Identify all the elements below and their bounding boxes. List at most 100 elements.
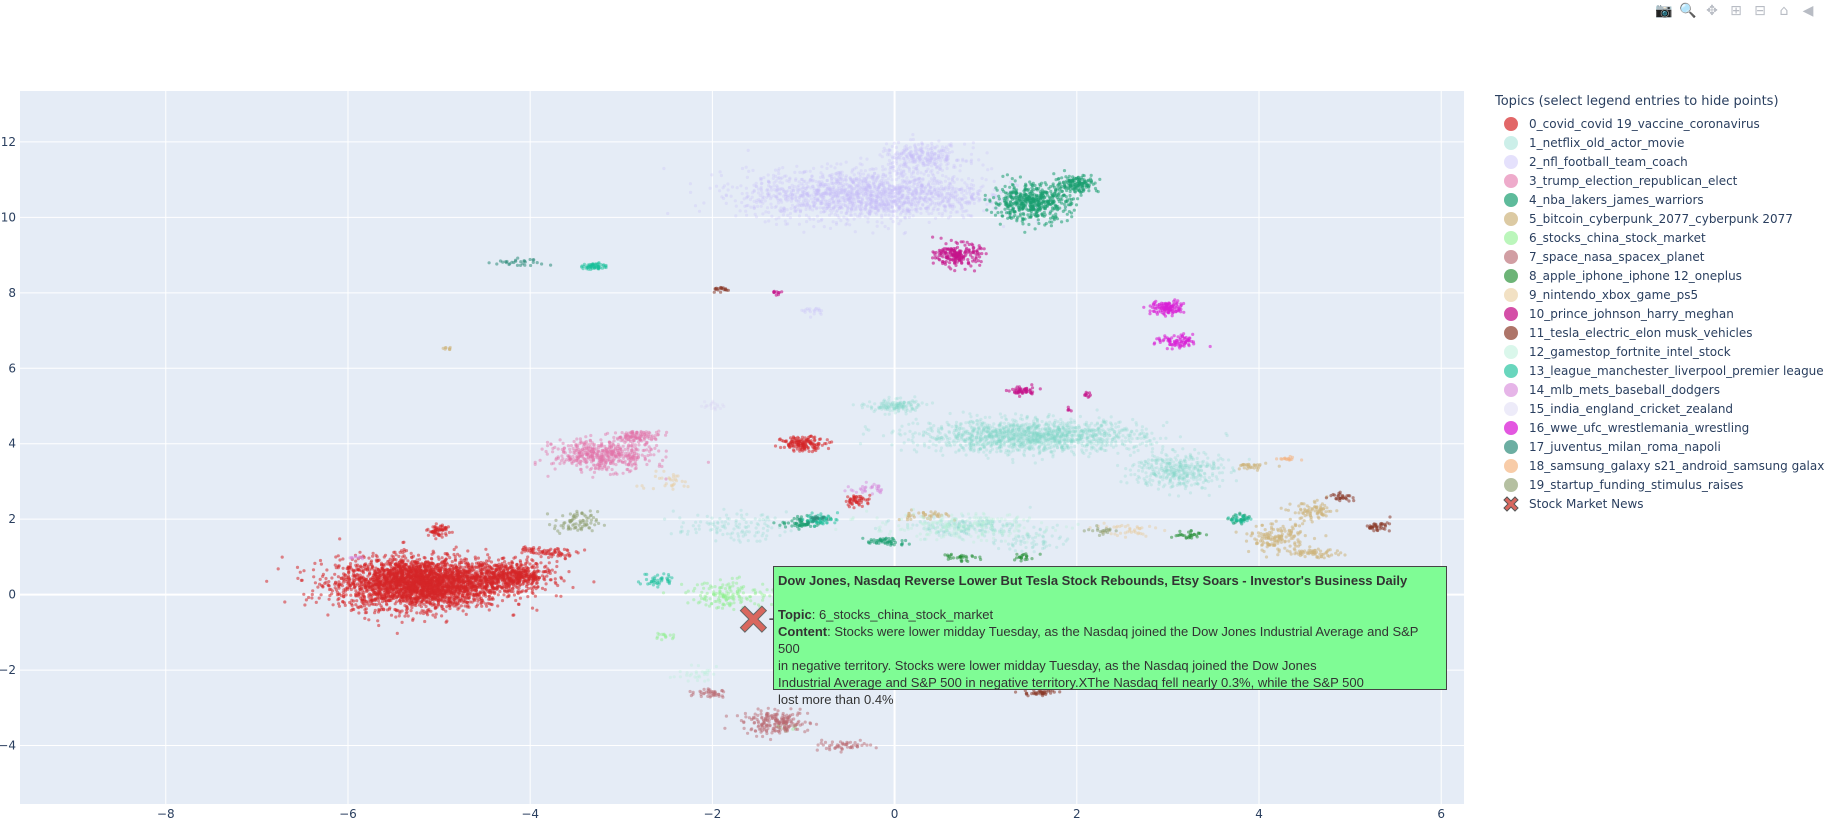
point[interactable] <box>435 605 439 609</box>
point[interactable] <box>466 549 470 553</box>
point[interactable] <box>398 609 402 613</box>
point[interactable] <box>370 598 374 602</box>
point[interactable] <box>497 584 502 588</box>
point[interactable] <box>325 568 329 572</box>
point[interactable] <box>495 573 499 577</box>
point[interactable] <box>512 571 517 575</box>
point[interactable] <box>496 558 501 562</box>
point[interactable] <box>440 592 445 597</box>
point[interactable] <box>583 548 587 552</box>
point[interactable] <box>360 595 364 599</box>
point[interactable] <box>420 572 424 577</box>
point[interactable] <box>563 554 567 558</box>
point[interactable] <box>357 593 361 597</box>
point[interactable] <box>455 595 459 599</box>
point[interactable] <box>371 554 375 558</box>
point[interactable] <box>406 607 410 611</box>
point[interactable] <box>428 580 432 584</box>
point[interactable] <box>351 577 355 582</box>
point[interactable] <box>492 590 496 594</box>
point[interactable] <box>444 557 448 562</box>
point[interactable] <box>391 555 395 559</box>
point[interactable] <box>459 604 463 608</box>
point[interactable] <box>377 608 382 612</box>
point[interactable] <box>559 575 563 580</box>
point[interactable] <box>533 594 538 598</box>
point[interactable] <box>855 495 859 499</box>
point[interactable] <box>1140 428 1144 432</box>
point[interactable] <box>554 582 558 586</box>
point[interactable] <box>571 585 575 590</box>
point[interactable] <box>1048 420 1052 424</box>
point[interactable] <box>358 588 362 592</box>
point[interactable] <box>1033 461 1037 465</box>
point[interactable] <box>898 428 902 432</box>
point[interactable] <box>491 587 496 591</box>
point[interactable] <box>349 593 353 597</box>
point[interactable] <box>302 569 306 573</box>
point[interactable] <box>544 569 548 574</box>
point[interactable] <box>773 444 778 448</box>
point[interactable] <box>490 578 494 582</box>
point[interactable] <box>502 579 506 583</box>
point[interactable] <box>810 442 814 446</box>
point[interactable] <box>457 582 461 586</box>
point[interactable] <box>437 583 441 587</box>
point[interactable] <box>329 587 333 591</box>
point[interactable] <box>447 599 451 604</box>
point[interactable] <box>304 598 308 602</box>
point[interactable] <box>408 598 412 603</box>
point[interactable] <box>890 431 894 435</box>
point[interactable] <box>398 560 402 564</box>
point[interactable] <box>453 577 457 582</box>
point[interactable] <box>458 554 462 558</box>
point[interactable] <box>302 592 306 596</box>
point[interactable] <box>351 569 355 573</box>
point[interactable] <box>446 553 450 557</box>
point[interactable] <box>470 562 474 566</box>
point[interactable] <box>983 415 987 419</box>
point[interactable] <box>354 589 358 593</box>
point[interactable] <box>387 593 391 597</box>
point[interactable] <box>460 560 464 565</box>
point[interactable] <box>348 600 352 605</box>
point[interactable] <box>515 563 519 567</box>
point[interactable] <box>859 497 863 501</box>
point[interactable] <box>414 583 418 588</box>
point[interactable] <box>359 564 363 568</box>
point[interactable] <box>951 440 955 444</box>
point[interactable] <box>816 444 820 448</box>
point[interactable] <box>1073 445 1077 449</box>
point[interactable] <box>371 551 375 555</box>
point[interactable] <box>964 443 968 447</box>
pan-icon[interactable]: ✥ <box>1706 3 1718 19</box>
point[interactable] <box>429 609 433 613</box>
point[interactable] <box>382 555 386 559</box>
point[interactable] <box>364 583 368 587</box>
point[interactable] <box>414 596 418 601</box>
point[interactable] <box>443 527 448 531</box>
point[interactable] <box>452 604 456 608</box>
point[interactable] <box>377 582 381 586</box>
point[interactable] <box>318 558 323 563</box>
point[interactable] <box>320 583 324 588</box>
point[interactable] <box>813 446 817 450</box>
point[interactable] <box>592 580 596 584</box>
point[interactable] <box>524 546 528 551</box>
point[interactable] <box>401 599 405 603</box>
point[interactable] <box>1022 452 1026 456</box>
point[interactable] <box>567 570 571 574</box>
point[interactable] <box>472 598 476 602</box>
point[interactable] <box>471 568 475 572</box>
point[interactable] <box>531 591 535 596</box>
point[interactable] <box>823 442 827 446</box>
point[interactable] <box>453 589 457 593</box>
point[interactable] <box>795 447 799 451</box>
point[interactable] <box>490 567 494 571</box>
point[interactable] <box>530 588 535 592</box>
point[interactable] <box>321 574 325 579</box>
point[interactable] <box>483 575 487 579</box>
point[interactable] <box>436 594 440 598</box>
point[interactable] <box>524 589 528 593</box>
point[interactable] <box>433 615 437 619</box>
